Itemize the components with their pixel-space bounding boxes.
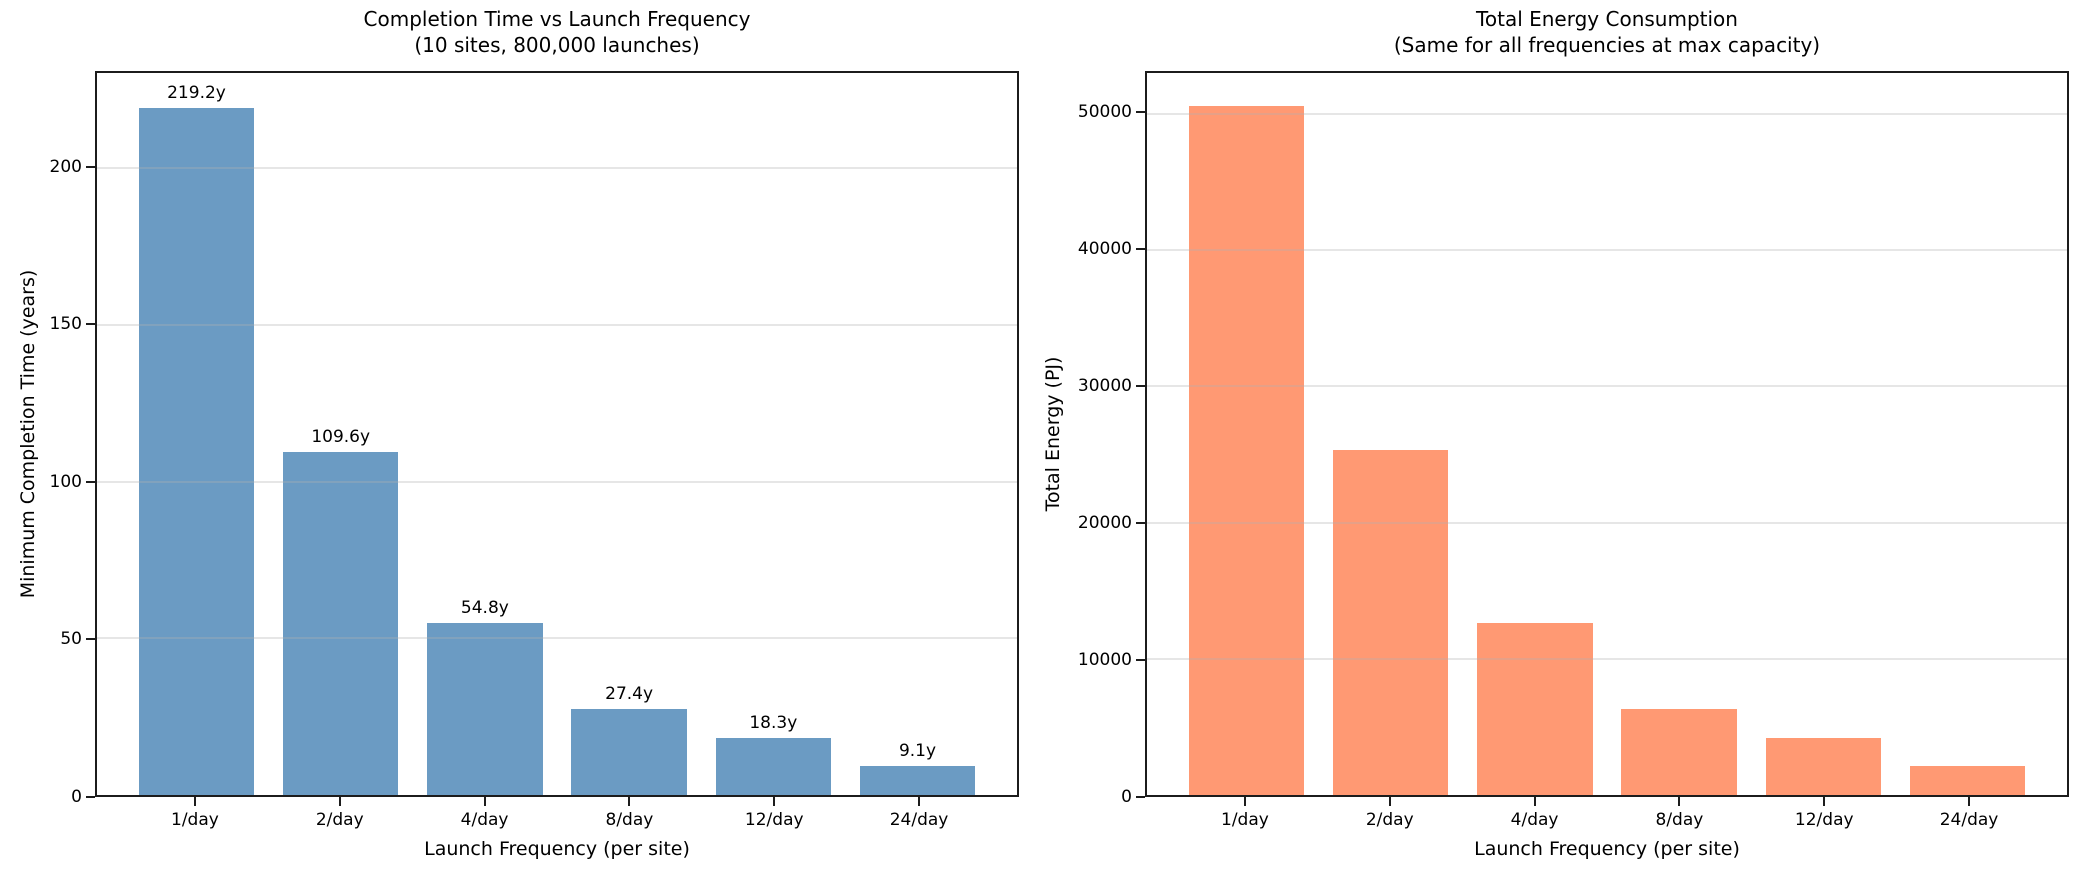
x-tick-label: 1/day — [171, 810, 219, 830]
gridline — [97, 637, 1017, 640]
x-axis-label-left: Launch Frequency (per site) — [424, 838, 690, 860]
x-tick-mark — [1968, 797, 1971, 806]
bar — [859, 766, 976, 795]
y-tick-label: 0 — [71, 787, 82, 807]
chart-title-line2: (10 sites, 800,000 launches) — [414, 33, 700, 57]
x-tick-mark — [628, 797, 631, 806]
chart-title-line1: Total Energy Consumption — [1476, 7, 1738, 31]
gridline — [97, 480, 1017, 483]
bar — [1765, 737, 1881, 795]
y-tick-mark — [86, 796, 95, 798]
y-tick-mark — [86, 638, 95, 641]
chart-title-left: Completion Time vs Launch Frequency (10 … — [95, 6, 1019, 58]
x-tick-label: 4/day — [460, 810, 509, 830]
x-tick-label: 8/day — [1655, 810, 1704, 830]
bar-value-label: 109.6y — [311, 426, 371, 447]
y-tick-mark — [86, 165, 95, 168]
y-tick-label: 50 — [60, 629, 82, 650]
bar — [138, 108, 255, 795]
bar — [1621, 708, 1737, 795]
y-tick-mark — [86, 323, 95, 326]
y-tick-label: 10000 — [1077, 650, 1132, 671]
x-tick-mark — [1533, 797, 1536, 806]
y-tick-label: 50000 — [1077, 102, 1132, 123]
y-tick-label: 0 — [1121, 787, 1132, 807]
x-tick-mark — [1823, 797, 1826, 806]
gridline — [1147, 249, 2067, 252]
plot-area-right — [1145, 71, 2069, 797]
x-tick-mark — [193, 797, 196, 806]
bar — [1188, 105, 1305, 795]
y-tick-label: 150 — [49, 314, 82, 335]
gridline — [97, 167, 1017, 170]
gridline — [97, 323, 1017, 326]
bar-value-label: 18.3y — [749, 712, 798, 733]
y-tick-label: 100 — [49, 471, 82, 492]
bar — [283, 451, 399, 795]
y-tick-mark — [1136, 796, 1145, 798]
chart-title-line2: (Same for all frequencies at max capacit… — [1393, 33, 1821, 57]
bar — [715, 737, 831, 795]
bar-value-label: 27.4y — [605, 684, 654, 705]
gridline — [1147, 112, 2067, 115]
plot-area-left: 219.2y 109.6y 54.8y 27.4y 18.3y 9.1y — [95, 71, 1019, 797]
bar — [1909, 766, 2026, 795]
chart-title-line1: Completion Time vs Launch Frequency — [363, 7, 751, 31]
y-tick-label: 200 — [49, 156, 82, 177]
y-tick-mark — [1136, 385, 1145, 388]
y-tick-label: 40000 — [1077, 239, 1132, 260]
bar — [1477, 622, 1593, 795]
bar-value-label: 54.8y — [460, 598, 509, 619]
x-tick-label: 8/day — [605, 810, 654, 830]
x-tick-mark — [1243, 797, 1246, 806]
x-tick-label: 4/day — [1510, 810, 1559, 830]
gridline — [1147, 385, 2067, 388]
bar-value-label: 219.2y — [167, 83, 226, 104]
bar — [427, 623, 543, 795]
gridline — [1147, 521, 2067, 524]
y-tick-label: 20000 — [1077, 513, 1132, 534]
bar — [571, 709, 687, 795]
gridline — [1147, 657, 2067, 660]
x-tick-label: 12/day — [744, 810, 804, 830]
y-tick-mark — [86, 480, 95, 483]
x-tick-label: 2/day — [315, 810, 364, 830]
y-tick-mark — [1136, 659, 1145, 662]
x-tick-mark — [773, 797, 776, 806]
x-tick-label: 2/day — [1365, 810, 1414, 830]
bar — [1333, 450, 1449, 795]
x-axis-label-right: Launch Frequency (per site) — [1474, 838, 1740, 860]
y-tick-mark — [1136, 522, 1145, 525]
x-tick-mark — [1388, 797, 1391, 806]
y-tick-label: 30000 — [1077, 376, 1132, 397]
y-tick-mark — [1136, 248, 1145, 251]
x-tick-label: 1/day — [1221, 810, 1269, 830]
chart-title-right: Total Energy Consumption (Same for all f… — [1145, 6, 2069, 58]
y-tick-mark — [1136, 111, 1145, 114]
x-tick-mark — [918, 797, 921, 806]
x-tick-label: 12/day — [1794, 810, 1854, 830]
x-tick-mark — [1678, 797, 1681, 806]
bar-value-label: 9.1y — [898, 741, 937, 762]
x-tick-label: 24/day — [889, 810, 949, 830]
x-tick-mark — [338, 797, 341, 806]
x-tick-label: 24/day — [1939, 810, 1999, 830]
x-tick-mark — [483, 797, 486, 806]
